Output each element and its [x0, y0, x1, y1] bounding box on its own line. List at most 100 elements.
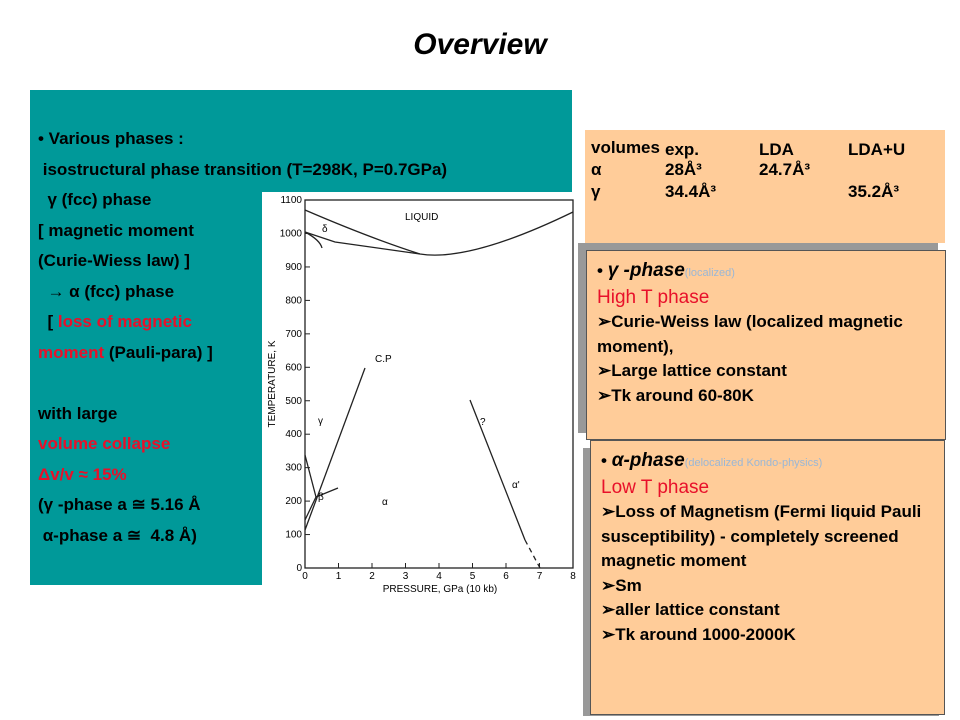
- phase-name: γ -phase: [607, 260, 685, 281]
- x-tick-label: 6: [503, 571, 509, 582]
- highlight-run: volume collapse: [38, 434, 171, 453]
- header-cell: volumes: [591, 138, 660, 157]
- box-heading: • α-phase(delocalized Kondo-physics): [601, 449, 934, 476]
- phase-diagram: 0 100 200 300 400 500 600 700 800 900 1000 1100 0 1 2 3…: [262, 192, 580, 600]
- text-line: • Various phases :: [38, 124, 447, 155]
- text-line: isostructural phase transition (T=298K, …: [38, 155, 447, 186]
- cell: [759, 182, 848, 204]
- text-run: isostructural phase transition (T=298K, …: [38, 159, 448, 179]
- bullet: •: [601, 451, 612, 470]
- bullet-item: Curie-Weiss law (localized magnetic mome…: [597, 310, 935, 359]
- box-heading: • γ -phase(localized): [597, 259, 935, 286]
- table: volumes exp. LDA LDA+U α 28Å³ 24.7Å³ γ 34.4Å³ 35.…: [591, 138, 937, 204]
- y-tick-label: 500: [285, 396, 302, 407]
- text-run: → α (fcc) phase: [38, 281, 175, 301]
- y-tick-label: 1100: [280, 195, 302, 206]
- x-tick-label: 8: [570, 571, 576, 582]
- text-run: • Various phases :: [38, 129, 184, 148]
- text-line: volume collapse: [38, 429, 447, 460]
- y-tick-label: 200: [285, 496, 302, 507]
- text-run: with large: [38, 403, 118, 423]
- row: γ 34.4Å³ 35.2Å³: [591, 182, 937, 204]
- region-label: ?: [480, 417, 486, 428]
- text-line: (Curie-Wiess law) ]: [38, 246, 447, 277]
- text-line: moment (Pauli-para) ]: [38, 338, 447, 369]
- text-run: (Curie-Wiess law) ]: [38, 251, 190, 270]
- x-tick-label: 7: [537, 571, 543, 582]
- region-label: γ: [318, 416, 323, 427]
- text-line: [ magnetic moment: [38, 216, 447, 247]
- y-tick-label: 0: [296, 563, 302, 574]
- figure-bg: [262, 192, 580, 600]
- phase-name: α-phase: [611, 450, 685, 471]
- x-tick-label: 3: [403, 571, 409, 582]
- text-line: → α (fcc) phase: [38, 277, 447, 308]
- text-run: α-phase a ≅ 4.8 Å): [38, 525, 197, 545]
- row: α 28Å³ 24.7Å³: [591, 160, 937, 182]
- text-run: [ magnetic moment: [38, 220, 194, 240]
- y-tick-label: 300: [285, 463, 302, 474]
- gamma-box: • γ -phase(localized)High T phaseCurie-W…: [586, 250, 946, 440]
- header-row: volumes exp. LDA LDA+U: [591, 138, 937, 160]
- text-line: with large: [38, 399, 447, 430]
- y-tick-label: 1000: [280, 229, 303, 240]
- region-label: LIQUID: [405, 212, 438, 223]
- x-tick-label: 2: [369, 571, 375, 582]
- header-cell: LDA+U: [848, 140, 906, 159]
- region-label: C.P: [375, 354, 392, 365]
- text-line: [ loss of magnetic: [38, 307, 447, 338]
- text-line: (γ -phase a ≅ 5.16 Å: [38, 490, 447, 521]
- region-label: α': [512, 480, 520, 491]
- text-line: α-phase a ≅ 4.8 Å): [38, 521, 447, 552]
- volumes-table: volumes exp. LDA LDA+U α 28Å³ 24.7Å³ γ 34.4Å³ 35.…: [585, 130, 945, 243]
- bullet-item: Loss of Magnetism (Fermi liquid Pauli su…: [601, 500, 934, 574]
- x-tick-label: 5: [470, 571, 476, 582]
- cell: 28Å³: [665, 160, 702, 179]
- y-axis-label: TEMPERATURE, K: [267, 340, 278, 427]
- cell: α: [591, 160, 602, 179]
- x-tick-label: 4: [436, 571, 442, 582]
- bullet-item: Tk around 60-80K: [597, 384, 935, 409]
- bullet-item: Large lattice constant: [597, 359, 935, 384]
- text-run: (γ -phase a ≅ 5.16 Å: [38, 495, 201, 514]
- highlight-run: loss of magnetic: [57, 312, 192, 331]
- cell: 35.2Å³: [848, 182, 900, 201]
- region-label: α: [382, 497, 388, 508]
- subtitle: High T phase: [597, 286, 710, 308]
- y-tick-label: 600: [285, 362, 302, 373]
- y-tick-label: 100: [285, 530, 302, 541]
- x-axis-label: PRESSURE, GPa (10 kb): [383, 584, 497, 595]
- x-tick-label: 1: [336, 571, 342, 582]
- text-run: γ (fcc) phase: [38, 190, 152, 209]
- y-tick-label: 400: [285, 429, 302, 440]
- text-run: (Pauli-para) ]: [104, 342, 213, 362]
- bullet-item: aller lattice constant: [601, 598, 934, 623]
- text-line: γ (fcc) phase: [38, 185, 447, 216]
- bullet-item: Tk around 1000-2000K: [601, 623, 934, 648]
- subtitle: Low T phase: [601, 476, 710, 498]
- x-tick-label: 0: [302, 571, 308, 582]
- region-label: β: [318, 492, 324, 503]
- note: (localized): [684, 267, 735, 279]
- alpha-box: • α-phase(delocalized Kondo-physics) Low …: [590, 440, 945, 715]
- header-cell: exp.: [665, 140, 700, 159]
- y-tick-label: 700: [285, 329, 302, 340]
- region-label: δ: [322, 224, 328, 235]
- y-tick-label: 900: [285, 262, 302, 273]
- slide-title: Overview: [413, 28, 547, 61]
- highlight-run: moment: [38, 342, 105, 362]
- note: (delocalized Kondo-physics): [684, 457, 823, 469]
- bullet-item: Sm: [601, 574, 934, 599]
- cell: 34.4Å³: [665, 182, 717, 201]
- text-line: Δv/v ≈ 15%: [38, 460, 447, 491]
- cell: γ: [591, 182, 601, 201]
- bullet: •: [597, 261, 608, 280]
- cell: [848, 160, 937, 182]
- header-cell: LDA: [759, 140, 794, 159]
- highlight-run: Δv/v ≈ 15%: [38, 464, 127, 484]
- cell: 24.7Å³: [759, 160, 811, 179]
- text-run: [: [38, 312, 58, 331]
- y-tick-label: 800: [285, 295, 302, 306]
- left-text: • Various phases : isostructural phase t…: [38, 124, 447, 551]
